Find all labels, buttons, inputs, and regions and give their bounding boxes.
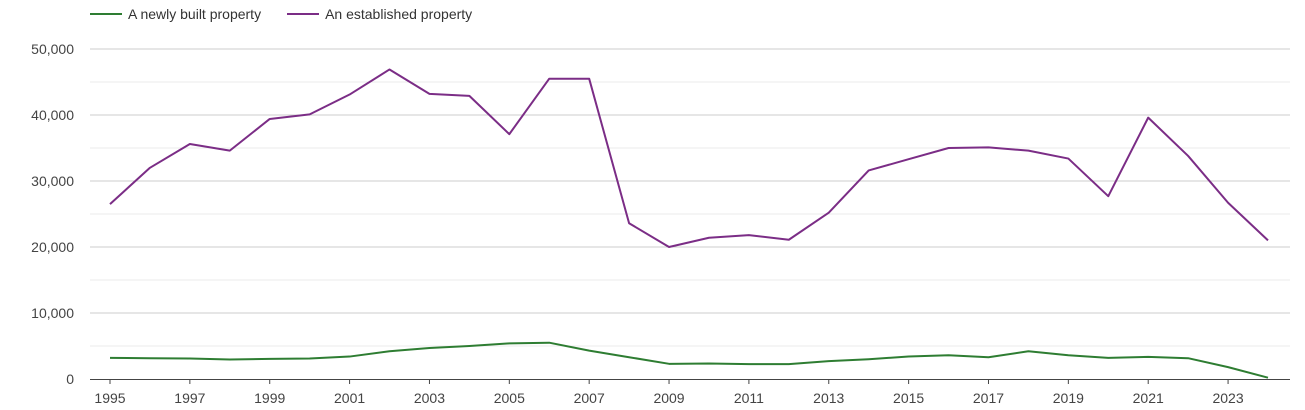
legend-item-newly-built[interactable]: A newly built property [90,6,261,22]
legend-swatch-established [287,13,320,15]
x-tick-label: 1995 [94,390,125,406]
x-tick-label: 2013 [813,390,844,406]
legend-item-established[interactable]: An established property [287,6,472,22]
series-line-newly-built [109,341,1269,379]
x-axis-ticks: 1995 1997 1999 2001 2003 2005 2007 2009 2011 2013… [94,379,1244,406]
x-tick-label: 2009 [653,390,684,406]
x-tick-label: 2015 [893,390,924,406]
legend-label-established: An established property [325,6,473,22]
x-tick-label: 2019 [1053,390,1084,406]
y-tick-label: 30,000 [31,173,74,189]
x-tick-label: 2023 [1212,390,1243,406]
y-tick-label: 10,000 [31,305,74,321]
x-tick-label: 2003 [414,390,445,406]
x-tick-label: 2011 [734,390,764,406]
y-axis-ticks: 0 10,000 20,000 30,000 40,000 50,000 [31,41,74,387]
legend-label-newly-built: A newly built property [128,6,262,22]
x-tick-label: 1997 [174,390,205,406]
y-tick-label: 0 [66,371,74,387]
y-tick-label: 40,000 [31,107,74,123]
y-tick-label: 20,000 [31,239,74,255]
x-tick-label: 2005 [494,390,525,406]
x-tick-label: 2001 [334,390,365,406]
legend-swatch-newly-built [90,13,122,15]
series-lines [109,68,1269,379]
grid [90,48,1290,347]
x-tick-label: 1999 [254,390,285,406]
y-tick-label: 50,000 [31,41,74,57]
x-tick-label: 2021 [1133,390,1164,406]
series-line-established [109,68,1269,248]
x-tick-label: 2017 [973,390,1004,406]
legend: A newly built property An established pr… [90,6,472,22]
x-tick-label: 2007 [574,390,605,406]
